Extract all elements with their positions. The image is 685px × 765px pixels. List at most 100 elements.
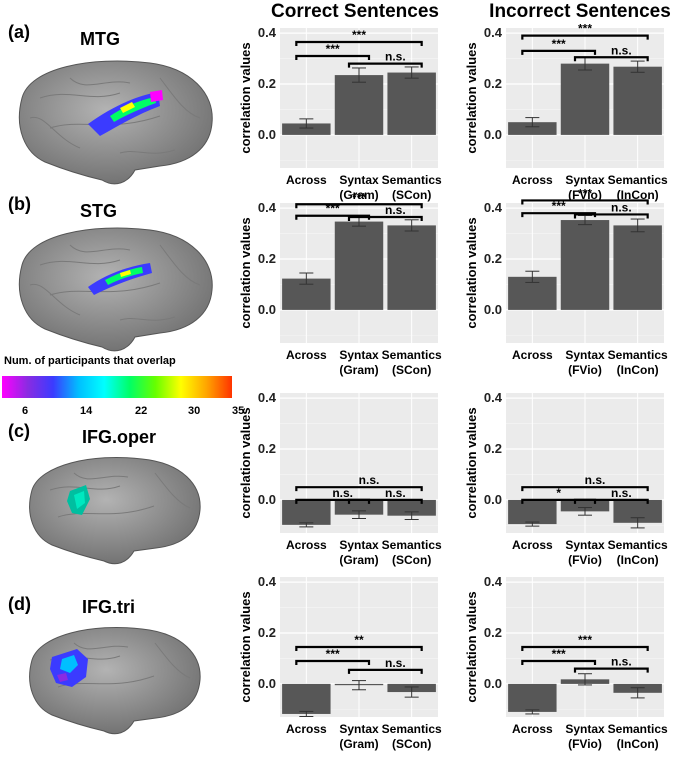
significance-bracket: n.s. [347, 50, 423, 68]
significance-bracket: *** [521, 647, 597, 665]
y-tick-label: 0.4 [484, 200, 503, 215]
y-tick-label: 0.4 [258, 200, 277, 215]
x-category-sublabel: (SCon) [392, 553, 431, 567]
error-bar [299, 522, 314, 528]
significance-label: *** [352, 28, 366, 42]
x-category-label: Across [286, 722, 327, 736]
significance-bracket: *** [521, 22, 649, 40]
brain-mtg [18, 60, 213, 185]
bar-chart-panel: 0.0 0.2 0.4 n.s. n.s. n.s. Across Syntax(Gram) S… [238, 390, 442, 567]
brain-ifg-oper [29, 456, 201, 565]
error-bar [404, 66, 419, 79]
error-bar [578, 673, 592, 686]
bar [334, 221, 384, 310]
x-category-label: Semantics [382, 538, 442, 552]
x-category-label: Syntax [565, 722, 605, 736]
significance-bracket: *** [521, 37, 597, 55]
y-axis-label: correlation values [238, 591, 253, 702]
y-tick-label: 0.2 [484, 76, 502, 91]
bar [334, 75, 384, 135]
bar [560, 499, 610, 512]
x-category-label: Across [512, 348, 553, 362]
y-tick-label: 0.4 [258, 390, 277, 405]
x-category-label: Syntax [339, 348, 379, 362]
x-category-label: Syntax [565, 348, 605, 362]
x-category-sublabel: (InCon) [617, 363, 659, 377]
panel-letter-a: (a) [8, 22, 30, 42]
significance-label: n.s. [332, 486, 353, 500]
colorbar [2, 376, 232, 398]
brain-ifg-tri [29, 626, 201, 735]
chart-grid: 0.00.20.4***n.s.***Across Syntax(Gram)Sem… [238, 22, 668, 751]
y-tick-label: 0.4 [484, 390, 503, 405]
colorbar-title: Num. of participants that overlap [4, 355, 176, 367]
x-category-sublabel: (SCon) [392, 188, 431, 202]
bar [508, 122, 557, 135]
significance-bracket: ** [295, 633, 423, 651]
y-tick-label: 0.2 [258, 625, 276, 640]
significance-bracket: *** [295, 647, 371, 665]
significance-label: n.s. [385, 203, 406, 217]
y-tick-label: 0.2 [258, 251, 276, 266]
significance-bracket: *** [521, 633, 649, 651]
error-bar [404, 686, 419, 698]
bar [282, 499, 331, 525]
significance-bracket: n.s. [347, 656, 423, 674]
colorbar-ticks: 6 14 22 30 35 [22, 405, 244, 417]
x-category-label: Semantics [608, 173, 668, 187]
error-bar [630, 687, 645, 699]
x-category-sublabel: (FVio) [568, 188, 602, 202]
y-axis-label: correlation values [464, 42, 479, 153]
y-axis-label: correlation values [238, 407, 253, 518]
error-bar [299, 710, 314, 717]
bar [508, 499, 557, 525]
y-tick-label: 0.2 [484, 441, 502, 456]
error-bar [352, 67, 366, 83]
x-category-sublabel: (Gram) [339, 553, 378, 567]
error-bar [525, 270, 540, 283]
x-category-label: Syntax [565, 538, 605, 552]
bar [613, 499, 662, 523]
significance-label: *** [326, 647, 340, 661]
x-category-label: Syntax [339, 722, 379, 736]
y-tick-label: 0.0 [484, 676, 502, 691]
column-header-correct: Correct Sentences [271, 1, 439, 22]
bar [387, 499, 436, 516]
bar [387, 225, 436, 310]
y-tick-label: 0.4 [258, 25, 277, 40]
bar-chart-panel: 0.0 0.2 0.4 *** n.s. ** Across Syntax(Gram) Sema… [238, 574, 442, 751]
significance-bracket: n.s. [573, 655, 649, 673]
x-category-sublabel: (InCon) [617, 188, 659, 202]
significance-bracket: *** [295, 28, 423, 46]
region-label-mtg: MTG [80, 29, 120, 49]
x-category-sublabel: (InCon) [617, 553, 659, 567]
y-tick-label: 0.0 [484, 127, 502, 142]
significance-label: *** [578, 186, 592, 200]
error-bar [352, 510, 366, 519]
bar [560, 220, 610, 310]
error-bar [630, 517, 645, 529]
significance-bracket: *** [295, 190, 423, 209]
significance-label: n.s. [385, 486, 406, 500]
x-category-label: Semantics [382, 173, 442, 187]
y-tick-label: 0.2 [258, 76, 276, 91]
x-category-label: Across [286, 348, 327, 362]
x-category-label: Semantics [608, 722, 668, 736]
significance-label: n.s. [585, 473, 606, 487]
significance-bracket: n.s. [347, 486, 423, 504]
y-tick-label: 0.0 [258, 127, 276, 142]
bar [282, 123, 331, 135]
y-axis-label: correlation values [238, 42, 253, 153]
significance-bracket: *** [295, 42, 371, 60]
region-label-ifg-oper: IFG.oper [82, 427, 156, 447]
significance-label: n.s. [611, 43, 632, 57]
colorbar-tick-label: 6 [22, 405, 28, 417]
x-category-label: Across [512, 538, 553, 552]
significance-bracket: n.s. [573, 486, 649, 504]
bar [560, 63, 610, 135]
